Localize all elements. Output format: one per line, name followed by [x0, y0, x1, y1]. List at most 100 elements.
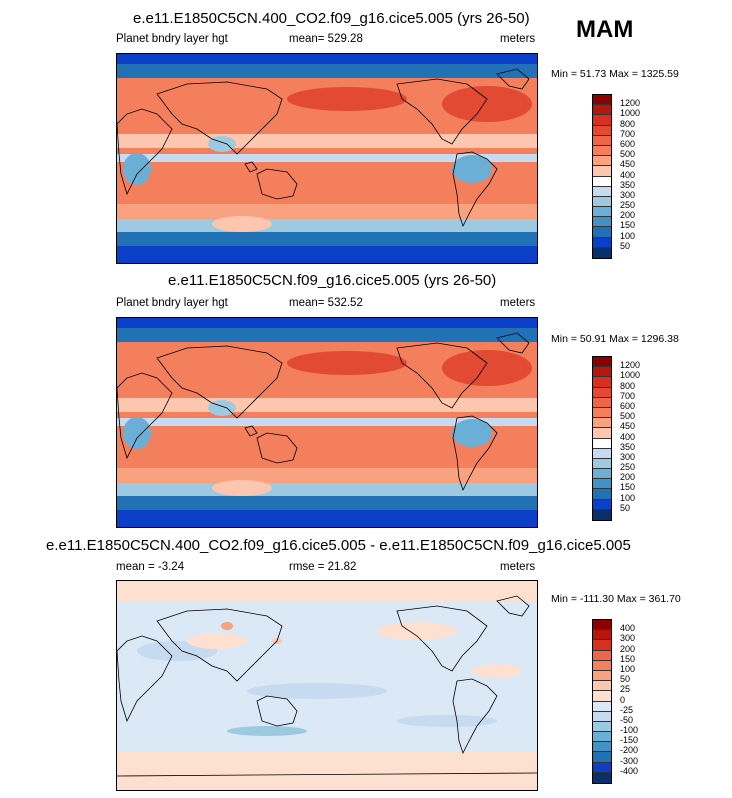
colorbar-tick-label: 400: [620, 623, 636, 634]
colorbar-tick-label: 500: [620, 149, 636, 160]
colorbar-swatch: [593, 469, 611, 480]
colorbar-tick-label: 100: [620, 230, 636, 241]
colorbar-swatch: [593, 418, 611, 429]
colorbar-tick-label: 250: [620, 462, 636, 473]
panel-3-units-label: meters: [500, 561, 536, 573]
colorbar-swatch: [593, 397, 611, 408]
panel-3-title: e.e11.E1850C5CN.400_CO2.f09_g16.cice5.00…: [46, 537, 631, 554]
colorbar-tick-label: 100: [620, 492, 636, 503]
colorbar-swatch: [593, 387, 611, 398]
colorbar-tick-label: 1200: [620, 98, 641, 109]
colorbar-swatch: [593, 691, 611, 702]
colorbar-swatch: [593, 640, 611, 651]
panel-2-units-label: meters: [500, 297, 536, 309]
colorbar-tick-label: 200: [620, 643, 636, 654]
panel-1-variable-label: Planet bndry layer hgt: [116, 33, 228, 45]
colorbar-swatch: [593, 176, 611, 187]
colorbar-tick-label: 700: [620, 128, 636, 139]
colorbar-tick-label: 500: [620, 411, 636, 422]
colorbar-swatch: [593, 196, 611, 208]
colorbar-swatch: [593, 630, 611, 641]
colorbar-tick-label: 300: [620, 633, 636, 644]
colorbar-tick-label: 50: [620, 502, 631, 513]
colorbar-tick-label: 400: [620, 431, 636, 442]
colorbar-swatch: [593, 357, 611, 368]
colorbar-tick-label: 200: [620, 210, 636, 221]
colorbar-swatch: [593, 105, 611, 116]
colorbar-tick-label: -100: [620, 725, 639, 736]
colorbar-tick-label: 100: [620, 663, 636, 674]
panel-2-colorbar: [592, 356, 612, 521]
panel-2-variable-label: Planet bndry layer hgt: [116, 297, 228, 309]
panel-2-minmax: Min = 50.91 Max = 1296.38: [551, 333, 679, 345]
colorbar-swatch: [593, 438, 611, 449]
colorbar-tick-label: 50: [620, 240, 631, 251]
colorbar-tick-label: -50: [620, 714, 634, 725]
colorbar-tick-label: 300: [620, 189, 636, 200]
colorbar-swatch: [593, 509, 611, 520]
colorbar-swatch: [593, 670, 611, 682]
colorbar-tick-label: 450: [620, 159, 636, 170]
colorbar-swatch: [593, 407, 611, 419]
colorbar-swatch: [593, 145, 611, 157]
colorbar-tick-label: 800: [620, 380, 636, 391]
colorbar-swatch: [593, 762, 611, 773]
panel-3-rmse-label: rmse = 21.82: [289, 561, 357, 573]
colorbar-swatch: [593, 217, 611, 228]
colorbar-swatch: [593, 125, 611, 136]
colorbar-swatch: [593, 207, 611, 218]
colorbar-swatch: [593, 367, 611, 378]
colorbar-tick-label: 25: [620, 684, 631, 695]
colorbar-tick-label: 350: [620, 179, 636, 190]
colorbar-swatch: [593, 115, 611, 126]
colorbar-tick-label: 800: [620, 118, 636, 129]
colorbar-tick-label: 150: [620, 220, 636, 231]
colorbar-tick-label: -150: [620, 735, 639, 746]
colorbar-tick-label: 0: [620, 694, 626, 705]
colorbar-tick-label: 200: [620, 472, 636, 483]
colorbar-swatch: [593, 95, 611, 106]
panel-2-title: e.e11.E1850C5CN.f09_g16.cice5.005 (yrs 2…: [168, 272, 497, 289]
colorbar-swatch: [593, 479, 611, 490]
colorbar-swatch: [593, 227, 611, 238]
colorbar-tick-label: 1000: [620, 108, 641, 119]
panel-2-map: [116, 317, 538, 528]
panel-3-mean-label: mean = -3.24: [116, 561, 185, 573]
colorbar-swatch: [593, 247, 611, 258]
colorbar-swatch: [593, 448, 611, 459]
colorbar-swatch: [593, 732, 611, 743]
colorbar-tick-label: 1000: [620, 370, 641, 381]
colorbar-tick-label: -200: [620, 745, 639, 756]
colorbar-tick-label: -300: [620, 755, 639, 766]
colorbar-tick-label: 300: [620, 451, 636, 462]
colorbar-tick-label: 600: [620, 400, 636, 411]
colorbar-swatch: [593, 650, 611, 661]
colorbar-swatch: [593, 428, 611, 439]
colorbar-swatch: [593, 752, 611, 763]
colorbar-tick-label: 1200: [620, 360, 641, 371]
colorbar-swatch: [593, 701, 611, 712]
colorbar-tick-label: -400: [620, 765, 639, 776]
season-label: MAM: [576, 16, 634, 43]
colorbar-swatch: [593, 377, 611, 388]
panel-1-mean-label: mean= 529.28: [289, 33, 363, 45]
panel-1-minmax: Min = 51.73 Max = 1325.59: [551, 68, 679, 80]
colorbar-tick-label: 150: [620, 482, 636, 493]
panel-3-minmax: Min = -111.30 Max = 361.70: [551, 593, 681, 605]
colorbar-swatch: [593, 237, 611, 248]
panel-1-title: e.e11.E1850C5CN.400_CO2.f09_g16.cice5.00…: [133, 10, 530, 27]
colorbar-swatch: [593, 772, 611, 783]
colorbar-swatch: [593, 721, 611, 733]
panel-1-units-label: meters: [500, 33, 536, 45]
colorbar-swatch: [593, 711, 611, 722]
colorbar-tick-label: 700: [620, 390, 636, 401]
colorbar-swatch: [593, 135, 611, 146]
colorbar-swatch: [593, 499, 611, 510]
panel-3-map: [116, 580, 538, 791]
colorbar-swatch: [593, 742, 611, 753]
colorbar-swatch: [593, 681, 611, 692]
colorbar-tick-label: -25: [620, 704, 634, 715]
panel-3-colorbar: [592, 619, 612, 784]
panel-1-colorbar: [592, 94, 612, 259]
colorbar-swatch: [593, 489, 611, 500]
